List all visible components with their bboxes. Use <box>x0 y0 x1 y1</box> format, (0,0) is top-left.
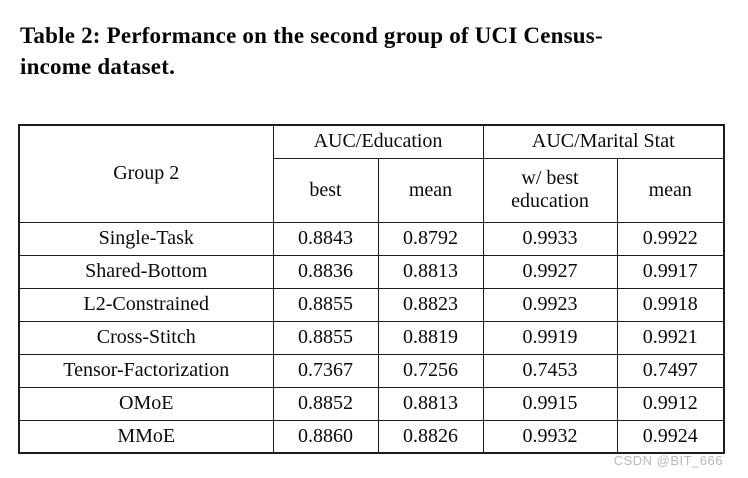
method-name: Tensor-Factorization <box>18 353 274 388</box>
method-name: OMoE <box>18 386 274 421</box>
metric-value: 0.8823 <box>377 287 484 322</box>
metric-value: 0.8855 <box>272 320 379 355</box>
metric-value: 0.8819 <box>377 320 484 355</box>
metric-value: 0.8792 <box>377 221 484 256</box>
metric-value: 0.9933 <box>482 221 618 256</box>
metric-value: 0.9921 <box>616 320 725 355</box>
metric-value: 0.9932 <box>482 419 618 454</box>
col-group-auc-education: AUC/Education <box>272 124 484 159</box>
table-row: Shared-Bottom 0.8836 0.8813 0.9927 0.9917 <box>18 254 725 289</box>
table-body: Single-Task 0.8843 0.8792 0.9933 0.9922 Share… <box>18 221 725 454</box>
metric-value: 0.7256 <box>377 353 484 388</box>
table-row: Single-Task 0.8843 0.8792 0.9933 0.9922 <box>18 221 725 256</box>
metric-value: 0.9927 <box>482 254 618 289</box>
metric-value: 0.9919 <box>482 320 618 355</box>
metric-value: 0.8836 <box>272 254 379 289</box>
table-row: Tensor-Factorization 0.7367 0.7256 0.7453 0.… <box>18 353 725 388</box>
subcol-marital-w-best-education: w/ best education <box>482 157 618 223</box>
method-name: Shared-Bottom <box>18 254 274 289</box>
metric-value: 0.8860 <box>272 419 379 454</box>
subcol-education-mean: mean <box>377 157 484 223</box>
header-group-row: Group 2 AUC/Education AUC/Marital Stat <box>18 124 725 223</box>
results-table: Group 2 AUC/Education AUC/Marital Stat b… <box>18 124 726 454</box>
metric-value: 0.8813 <box>377 386 484 421</box>
table-row: L2-Constrained 0.8855 0.8823 0.9923 0.9918 <box>18 287 725 322</box>
subcol-marital-mean: mean <box>616 157 725 223</box>
group-2-header: Group 2 <box>18 124 274 223</box>
metric-value: 0.7367 <box>272 353 379 388</box>
table-row: OMoE 0.8852 0.8813 0.9915 0.9912 <box>18 386 725 421</box>
metric-value: 0.8852 <box>272 386 379 421</box>
metric-value: 0.8855 <box>272 287 379 322</box>
csdn-watermark: CSDN @BIT_666 <box>613 453 723 468</box>
method-name: L2-Constrained <box>18 287 274 322</box>
metric-value: 0.8813 <box>377 254 484 289</box>
metric-value: 0.8843 <box>272 221 379 256</box>
header-sub-row: best mean w/ best education mean <box>19 157 725 223</box>
subcol-education-best: best <box>272 157 379 223</box>
table-row: MMoE 0.8860 0.8826 0.9932 0.9924 <box>18 419 725 454</box>
method-name: MMoE <box>18 419 274 454</box>
metric-value: 0.7497 <box>616 353 725 388</box>
caption-line-1: Table 2: Performance on the second group… <box>20 23 603 48</box>
metric-value: 0.9922 <box>616 221 725 256</box>
metric-value: 0.9924 <box>616 419 725 454</box>
metric-value: 0.9923 <box>482 287 618 322</box>
metric-value: 0.8826 <box>377 419 484 454</box>
col-group-auc-marital-stat: AUC/Marital Stat <box>482 124 725 159</box>
table-row: Cross-Stitch 0.8855 0.8819 0.9919 0.9921 <box>18 320 725 355</box>
metric-value: 0.7453 <box>482 353 618 388</box>
metric-value: 0.9917 <box>616 254 725 289</box>
table-caption: Table 2: Performance on the second group… <box>20 20 732 82</box>
caption-line-2: income dataset. <box>20 54 176 79</box>
method-name: Cross-Stitch <box>18 320 274 355</box>
metric-value: 0.9918 <box>616 287 725 322</box>
method-name: Single-Task <box>18 221 274 256</box>
metric-value: 0.9912 <box>616 386 725 421</box>
metric-value: 0.9915 <box>482 386 618 421</box>
